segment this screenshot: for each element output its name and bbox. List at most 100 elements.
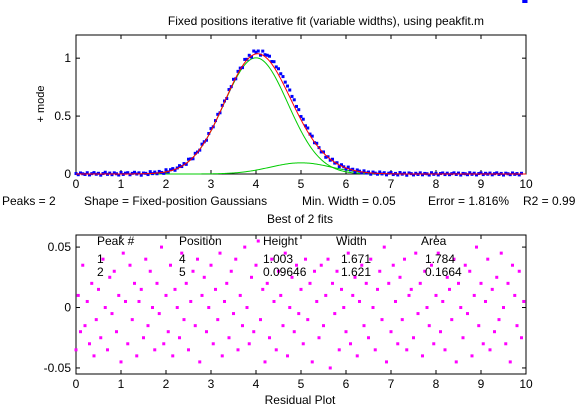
residual-point — [166, 330, 170, 334]
residual-point — [79, 330, 82, 334]
results-table: Peak # Position Height Width Area 1 4 1.… — [97, 234, 462, 279]
data-point — [164, 168, 168, 172]
residual-point — [162, 342, 166, 346]
table-cell: 4 — [179, 252, 186, 266]
residual-point — [515, 324, 519, 328]
y-tick-label: 0.5 — [54, 109, 71, 123]
data-point — [418, 171, 422, 175]
residual-point — [205, 330, 208, 334]
residual-point — [378, 269, 382, 273]
residual-point — [265, 281, 269, 285]
data-point — [137, 171, 141, 175]
y-tick-label: 0 — [64, 167, 71, 181]
residual-point — [445, 275, 449, 279]
error-label: Error = 1.816% — [428, 194, 509, 208]
x-tick-label: 8 — [433, 177, 440, 191]
residual-point — [434, 293, 438, 297]
table-cell: 1.784 — [425, 252, 455, 266]
data-point — [238, 66, 242, 70]
residual-point — [297, 312, 301, 316]
data-point — [517, 173, 521, 177]
residual-point — [160, 245, 163, 249]
data-point — [162, 171, 166, 175]
data-point — [412, 173, 415, 177]
residual-point — [313, 269, 316, 273]
residual-point — [133, 281, 136, 285]
data-point — [389, 171, 393, 175]
residual-point — [353, 275, 357, 279]
residual-point — [119, 360, 123, 364]
data-point — [191, 157, 195, 161]
data-point — [79, 171, 82, 175]
residual-point — [477, 324, 481, 328]
residual-point — [398, 275, 402, 279]
residual-point — [270, 257, 274, 261]
residual-point — [272, 299, 276, 303]
data-point — [193, 151, 197, 155]
x-tick-label: 8 — [433, 377, 440, 391]
data-point — [328, 158, 332, 162]
residual-point — [101, 257, 105, 261]
residual-point — [83, 324, 87, 328]
data-point — [241, 66, 244, 70]
data-point — [270, 60, 274, 64]
residual-point — [137, 299, 141, 303]
residual-point — [409, 287, 413, 291]
data-point — [310, 134, 314, 138]
data-point — [490, 173, 494, 177]
residual-point — [511, 263, 514, 267]
residual-point — [490, 287, 494, 291]
x-tick-label: 5 — [298, 177, 305, 191]
data-point — [445, 171, 449, 175]
data-point — [295, 104, 298, 108]
residual-point — [486, 257, 490, 261]
residual-point — [250, 275, 253, 279]
residual-point — [261, 287, 265, 291]
data-point — [423, 171, 427, 175]
residual-point — [508, 360, 512, 364]
residual-point — [110, 312, 114, 316]
data-point — [301, 117, 305, 121]
subtitle: Best of 2 fits — [267, 212, 333, 226]
data-point — [306, 126, 310, 130]
data-point — [387, 171, 391, 175]
residual-point — [164, 293, 168, 297]
data-point — [171, 167, 175, 171]
data-point — [488, 171, 492, 175]
residual-point — [427, 324, 431, 328]
table-cell: 2 — [97, 265, 104, 279]
data-point — [130, 171, 134, 175]
residual-point — [349, 342, 352, 346]
residual-point — [481, 342, 485, 346]
residual-point — [315, 299, 319, 303]
residual-point — [295, 263, 298, 267]
residual-point — [103, 306, 107, 310]
residual-point — [432, 342, 436, 346]
data-point — [414, 171, 418, 175]
data-point — [362, 169, 366, 173]
residual-point — [346, 251, 350, 255]
data-point — [243, 57, 247, 61]
x-tick-label: 9 — [478, 377, 485, 391]
residual-point — [124, 299, 127, 303]
data-point — [279, 72, 283, 76]
x-tick-label: 7 — [388, 177, 395, 191]
residual-point — [497, 318, 501, 322]
residual-point — [405, 348, 409, 352]
residual-point — [157, 312, 161, 316]
residual-point — [171, 354, 175, 358]
residual-point — [520, 336, 523, 340]
residual-point — [220, 354, 224, 358]
data-point — [297, 108, 301, 112]
data-point — [369, 172, 373, 176]
residual-point — [90, 281, 94, 285]
data-point — [157, 169, 161, 173]
chart-title: Fixed positions iterative fit (variable … — [168, 14, 484, 28]
residual-point — [461, 336, 465, 340]
data-point — [331, 157, 334, 161]
residual-point — [380, 318, 384, 322]
residual-point — [169, 263, 172, 267]
residual-point — [256, 239, 260, 243]
data-point — [124, 171, 127, 175]
residual-point — [416, 312, 420, 316]
